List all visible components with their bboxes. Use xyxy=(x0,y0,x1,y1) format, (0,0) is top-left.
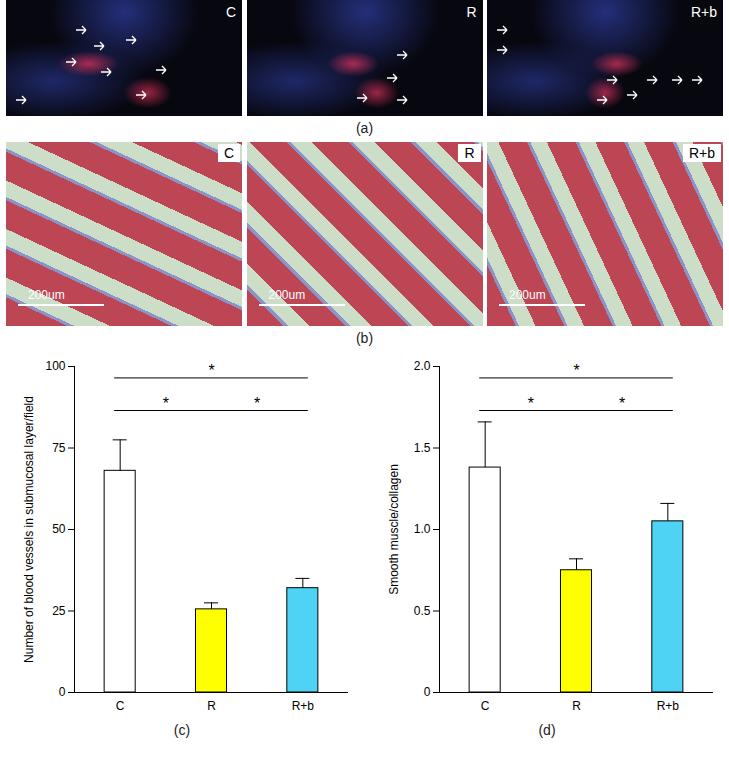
svg-text:0: 0 xyxy=(59,685,66,699)
svg-text:*: * xyxy=(528,395,534,412)
svg-text:Number of blood vessels in sub: Number of blood vessels in submucosal la… xyxy=(22,396,36,663)
svg-text:*: * xyxy=(208,362,214,379)
svg-text:0: 0 xyxy=(424,685,431,699)
html-text:C: C xyxy=(225,4,236,20)
svg-text:100: 100 xyxy=(45,359,65,373)
svg-text:2.0: 2.0 xyxy=(414,359,431,373)
html-text:R+b: R+b xyxy=(690,4,717,20)
html-text:200um: 200um xyxy=(28,288,65,302)
svg-text:R+b: R+b xyxy=(657,699,680,713)
html-text:200um: 200um xyxy=(509,288,546,302)
svg-text:25: 25 xyxy=(52,604,66,618)
svg-text:75: 75 xyxy=(52,441,66,455)
svg-text:C: C xyxy=(481,699,490,713)
html-text:(b): (b) xyxy=(355,330,374,346)
html-text:R+b: R+b xyxy=(688,145,715,161)
svg-text:C: C xyxy=(116,699,125,713)
html-text:C: C xyxy=(223,145,234,161)
html-text:R: R xyxy=(464,145,475,161)
svg-text:1.5: 1.5 xyxy=(414,441,431,455)
html-text:(d): (d) xyxy=(538,722,556,738)
svg-text:R+b: R+b xyxy=(292,699,315,713)
svg-text:*: * xyxy=(254,395,260,412)
svg-text:1.0: 1.0 xyxy=(414,522,431,536)
svg-text:0.5: 0.5 xyxy=(414,604,431,618)
html-text:(c): (c) xyxy=(173,722,191,738)
svg-text:50: 50 xyxy=(52,522,66,536)
svg-text:*: * xyxy=(619,395,625,412)
html-text:200um: 200um xyxy=(268,288,306,302)
svg-text:Smooth muscle/collagen: Smooth muscle/collagen xyxy=(387,464,401,595)
svg-text:R: R xyxy=(572,699,581,713)
html-text:R: R xyxy=(466,4,477,20)
html-text:(a): (a) xyxy=(355,120,374,136)
svg-text:*: * xyxy=(163,395,169,412)
svg-text:*: * xyxy=(573,362,579,379)
svg-text:R: R xyxy=(207,699,216,713)
